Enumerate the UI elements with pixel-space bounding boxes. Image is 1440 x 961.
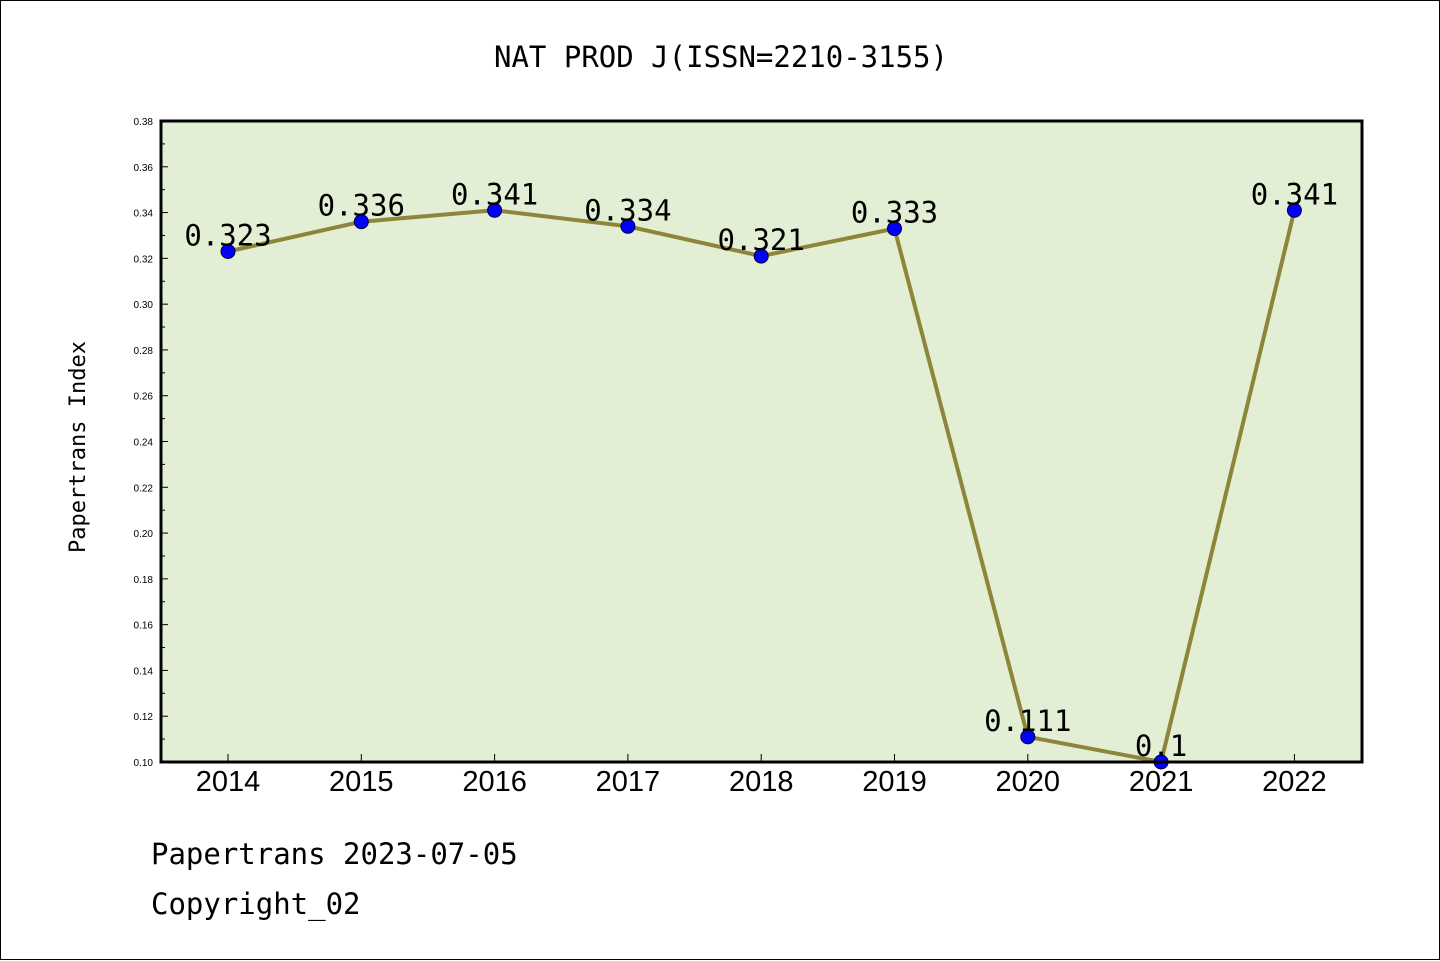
data-label: 0.111	[984, 704, 1071, 738]
data-label: 0.334	[584, 193, 671, 227]
y-tick-label: 0.34	[134, 209, 154, 220]
y-tick-label: 0.32	[134, 254, 154, 265]
data-point	[620, 218, 636, 234]
y-tick-label: 0.20	[134, 529, 154, 540]
x-tick-label: 2017	[596, 766, 661, 798]
data-label: 0.336	[318, 189, 405, 223]
y-tick-label: 0.22	[134, 483, 154, 494]
y-tick-label: 0.24	[134, 438, 154, 449]
data-point	[887, 221, 902, 237]
y-tick-label: 0.14	[134, 666, 154, 677]
y-tick-label: 0.16	[134, 621, 154, 632]
data-label: 0.1	[1135, 729, 1187, 763]
y-axis-label: Papertrans Index	[66, 341, 91, 553]
y-tick-label: 0.30	[134, 300, 154, 311]
footer-copyright: Copyright_02	[151, 887, 361, 921]
data-label: 0.341	[451, 177, 538, 211]
data-point	[1286, 202, 1302, 218]
y-tick-label: 0.12	[134, 712, 154, 723]
y-tick-label: 0.28	[134, 346, 154, 357]
footer-date: Papertrans 2023-07-05	[151, 837, 518, 871]
data-point	[220, 243, 236, 259]
data-point	[1020, 729, 1036, 745]
x-tick-label: 2019	[862, 766, 927, 798]
data-point	[353, 214, 369, 230]
y-tick-label: 0.36	[134, 163, 154, 174]
data-point	[753, 248, 769, 264]
y-tick-label: 0.26	[134, 392, 154, 403]
data-labels: 0.323 0.336 0.341 0.334 0.321 0.333 0.111 0.1 0.…	[184, 177, 1338, 763]
x-tick-label: 2014	[196, 766, 261, 798]
data-points	[220, 202, 1302, 770]
plot-border	[159, 119, 1364, 764]
x-tick-label: 2022	[1262, 766, 1327, 798]
data-label: 0.323	[184, 218, 271, 252]
x-tick-label: 2016	[462, 766, 527, 798]
y-tick-label: 0.38	[134, 117, 154, 128]
y-tick-label: 0.10	[134, 758, 154, 769]
data-point	[487, 202, 503, 218]
chart-title: NAT PROD J(ISSN=2210-3155)	[494, 40, 948, 74]
x-tick-label: 2021	[1129, 766, 1194, 798]
x-tick-label: 2015	[329, 766, 394, 798]
x-tick-label: 2018	[729, 766, 794, 798]
data-label: 0.321	[718, 223, 805, 257]
y-tick-label: 0.18	[134, 575, 154, 586]
x-axis-ticks: 2014 2015 2016 2017 2018 2019 2020 2021 2022	[196, 754, 1327, 798]
x-tick-label: 2020	[996, 766, 1061, 798]
data-label: 0.333	[851, 196, 938, 230]
data-label: 0.341	[1251, 177, 1338, 211]
